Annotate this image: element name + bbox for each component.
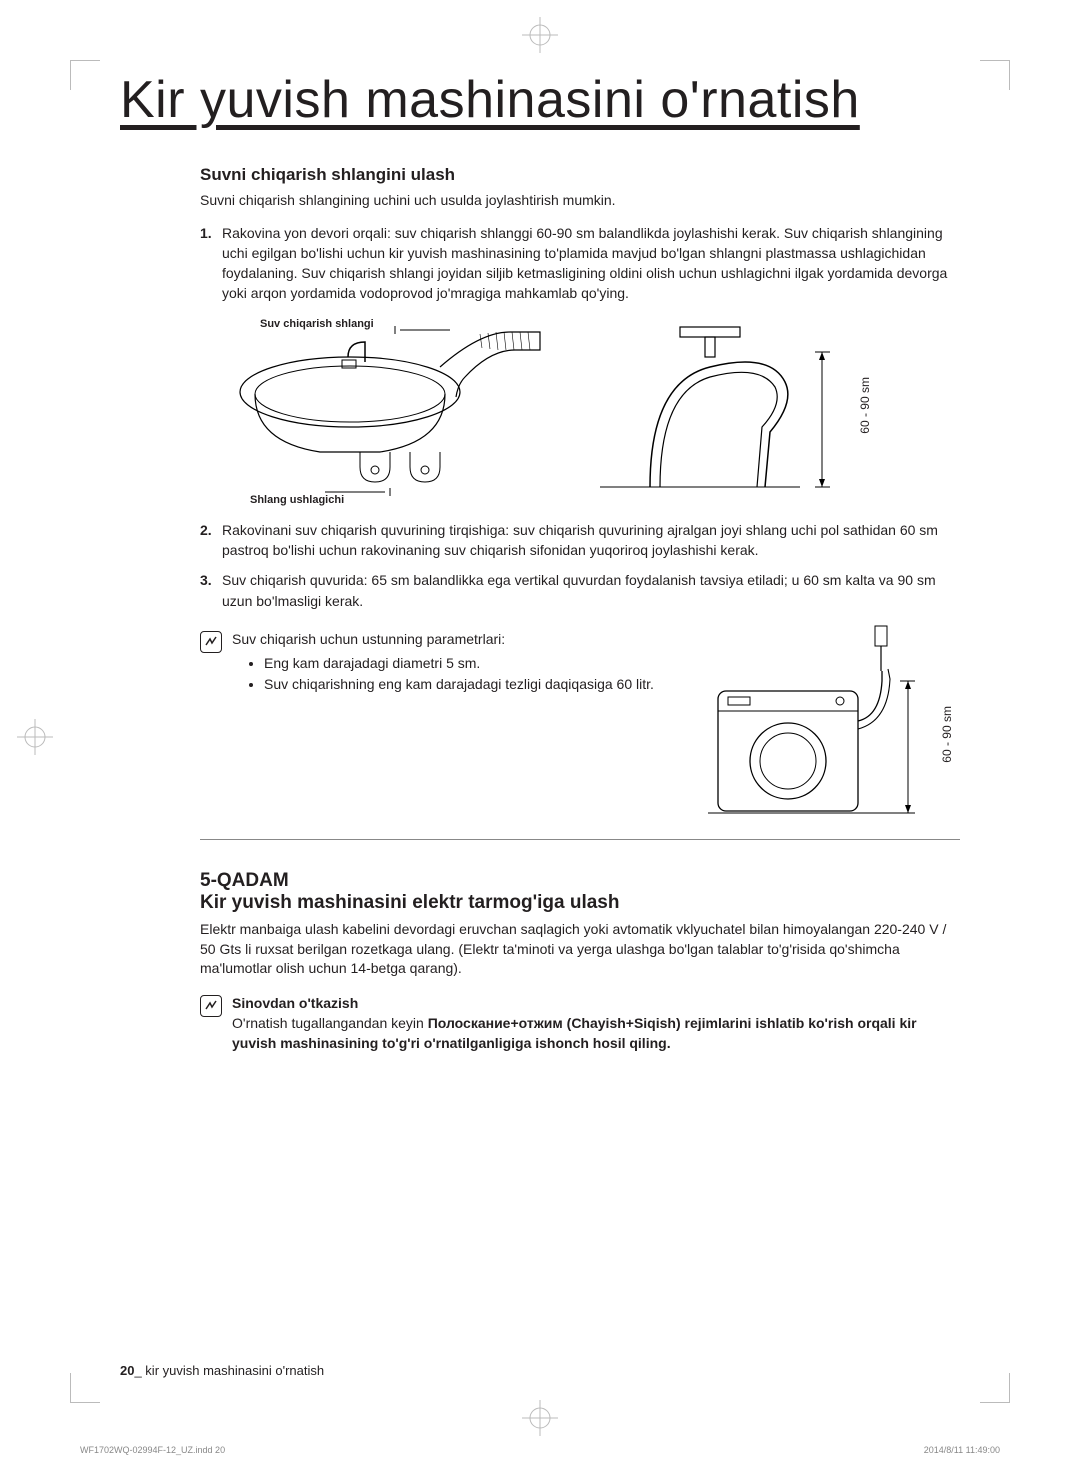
crop-mark: [980, 1373, 1010, 1403]
section2-body: Elektr manbaiga ulash kabelini devordagi…: [200, 920, 960, 979]
crop-mark: [70, 1373, 100, 1403]
step-label: 5-QADAM: [200, 870, 960, 892]
note-bullet-2: Suv chiqarishning eng kam darajadagi tez…: [264, 674, 654, 695]
section1-heading: Suvni chiqarish shlangini ulash: [200, 165, 960, 185]
diagram-label-holder: Shlang ushlagichi: [250, 494, 344, 506]
page-number: 20: [120, 1363, 134, 1378]
divider: [200, 839, 960, 840]
note-intro: Suv chiqarish uchun ustunning parametrla…: [232, 629, 654, 649]
list-item-3: 3. Suv chiqarish quvurida: 65 sm balandl…: [200, 570, 960, 611]
page-title: Kir yuvish mashinasini o'rnatish: [120, 70, 960, 130]
diagram-row-1: Suv chiqarish shlangi: [230, 322, 960, 502]
item-text: Rakovinani suv chiqarish quvurining tirq…: [222, 522, 938, 558]
sink-diagram: [230, 322, 550, 497]
print-date: 2014/8/11 11:49:00: [924, 1445, 1000, 1455]
list-item-1: 1. Rakovina yon devori orqali: suv chiqa…: [200, 223, 960, 304]
item-number: 3.: [200, 570, 212, 590]
item-number: 2.: [200, 520, 212, 540]
washer-diagram: [700, 621, 930, 821]
diagram-label-hose: Suv chiqarish shlangi: [260, 318, 374, 330]
item-text: Suv chiqarish quvurida: 65 sm balandlikk…: [222, 572, 936, 608]
diagram2-height-label: 60 - 90 sm: [940, 706, 954, 763]
print-file: WF1702WQ-02994F-12_UZ.indd 20: [80, 1445, 225, 1455]
note2-body-plain: O'rnatish tugallangandan keyin: [232, 1015, 428, 1031]
note-icon: [200, 995, 222, 1017]
list-item-2: 2. Rakovinani suv chiqarish quvurining t…: [200, 520, 960, 561]
item-text: Rakovina yon devori orqali: suv chiqaris…: [222, 225, 947, 302]
note-icon: [200, 631, 222, 653]
note2-title: Sinovdan o'tkazish: [232, 993, 960, 1013]
wall-hose-diagram: [590, 322, 840, 497]
page-footer: 20_ kir yuvish mashinasini o'rnatish: [120, 1363, 324, 1378]
note-bullet-1: Eng kam darajadagi diametri 5 sm.: [264, 653, 654, 674]
registration-mark-bottom: [520, 1398, 560, 1438]
section2-heading: Kir yuvish mashinasini elektr tarmog'iga…: [200, 892, 960, 914]
diagram-height-label: 60 - 90 sm: [858, 377, 872, 434]
section1-intro: Suvni chiqarish shlangining uchini uch u…: [200, 191, 960, 211]
footer-label: _ kir yuvish mashinasini o'rnatish: [134, 1363, 324, 1378]
item-number: 1.: [200, 223, 212, 243]
